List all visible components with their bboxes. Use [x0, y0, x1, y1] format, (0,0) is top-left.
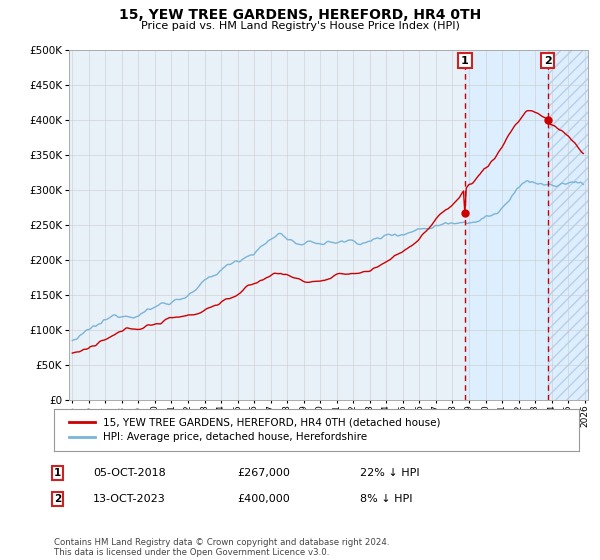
Text: Contains HM Land Registry data © Crown copyright and database right 2024.
This d: Contains HM Land Registry data © Crown c… [54, 538, 389, 557]
Text: Price paid vs. HM Land Registry's House Price Index (HPI): Price paid vs. HM Land Registry's House … [140, 21, 460, 31]
Text: 22% ↓ HPI: 22% ↓ HPI [360, 468, 419, 478]
Bar [465, 50, 548, 400]
Text: 05-OCT-2018: 05-OCT-2018 [93, 468, 166, 478]
Text: 1: 1 [461, 55, 469, 66]
Text: 2: 2 [544, 55, 551, 66]
Text: £267,000: £267,000 [237, 468, 290, 478]
Text: 2: 2 [54, 494, 61, 504]
Text: 1: 1 [54, 468, 61, 478]
Legend: 15, YEW TREE GARDENS, HEREFORD, HR4 0TH (detached house), HPI: Average price, de: 15, YEW TREE GARDENS, HEREFORD, HR4 0TH … [64, 413, 445, 446]
Text: 13-OCT-2023: 13-OCT-2023 [93, 494, 166, 504]
Text: 8% ↓ HPI: 8% ↓ HPI [360, 494, 413, 504]
Text: £400,000: £400,000 [237, 494, 290, 504]
Text: 15, YEW TREE GARDENS, HEREFORD, HR4 0TH: 15, YEW TREE GARDENS, HEREFORD, HR4 0TH [119, 8, 481, 22]
Bar [548, 50, 593, 400]
